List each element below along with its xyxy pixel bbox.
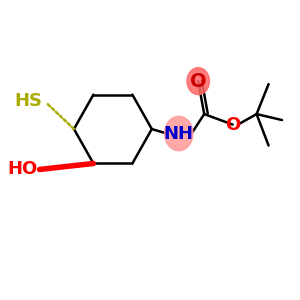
Text: O: O — [190, 72, 206, 91]
Text: NH: NH — [164, 124, 194, 142]
Text: HO: HO — [8, 160, 38, 178]
Ellipse shape — [187, 68, 209, 94]
Text: HS: HS — [14, 92, 43, 110]
Ellipse shape — [164, 116, 193, 151]
Text: O: O — [225, 116, 240, 134]
